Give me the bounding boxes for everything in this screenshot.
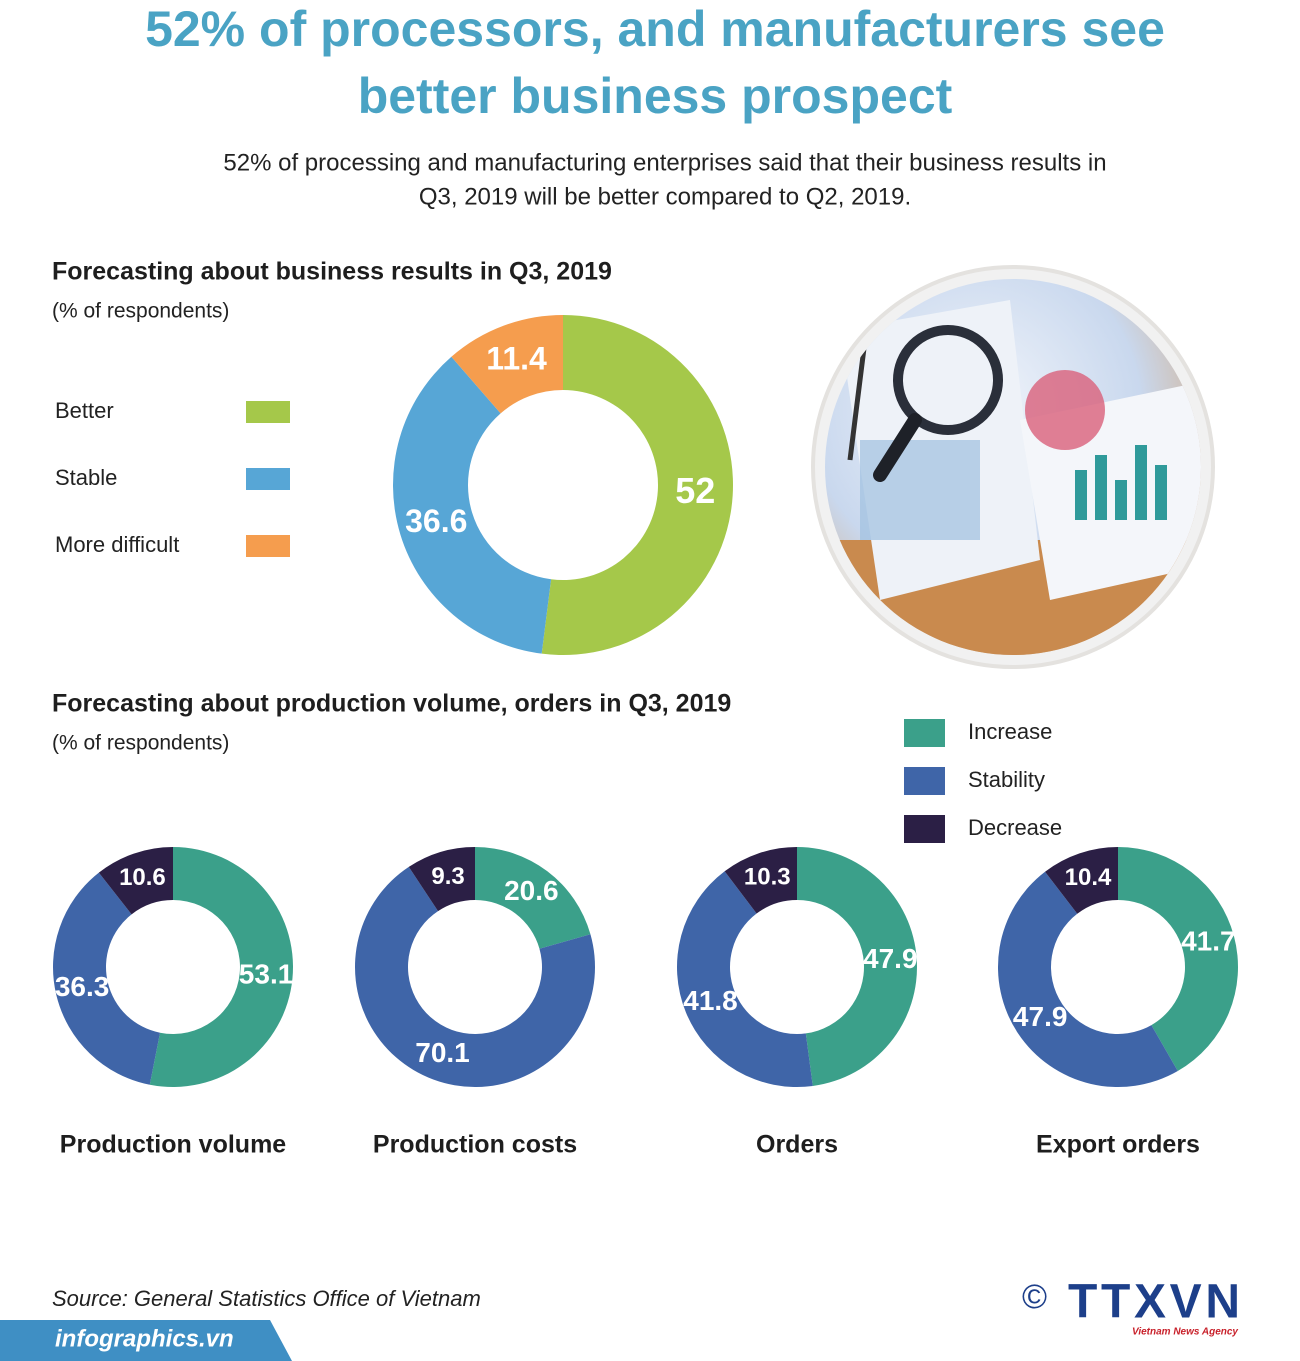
chart-title: Orders bbox=[756, 1131, 838, 1159]
chart-title: Production costs bbox=[373, 1131, 577, 1159]
data-label: 36.3 bbox=[55, 971, 110, 1002]
chart-title: Production volume bbox=[60, 1131, 287, 1159]
logo: TTXVN bbox=[1068, 1276, 1240, 1329]
legend-label: Stability bbox=[968, 767, 1045, 792]
donut-segment bbox=[997, 871, 1178, 1088]
data-label: 10.4 bbox=[1065, 864, 1112, 891]
donut-segment bbox=[408, 847, 475, 912]
donut-segment bbox=[475, 847, 591, 949]
title: better business prospect bbox=[358, 68, 953, 124]
donut-segment bbox=[1118, 847, 1239, 1072]
donut-segment bbox=[149, 847, 294, 1087]
data-label: 47.9 bbox=[1013, 1001, 1068, 1032]
donut-segment bbox=[1045, 847, 1118, 914]
data-label: 10.6 bbox=[119, 864, 166, 891]
data-label: 52 bbox=[675, 470, 715, 511]
legend-label: More difficult bbox=[55, 532, 179, 557]
data-label: 70.1 bbox=[415, 1037, 470, 1068]
chart-title: Export orders bbox=[1036, 1131, 1200, 1159]
donut-segment bbox=[797, 847, 918, 1086]
legend-label: Decrease bbox=[968, 815, 1062, 840]
section-title: Forecasting about business results in Q3… bbox=[52, 258, 612, 286]
photo bbox=[811, 265, 1215, 669]
legend-swatch bbox=[904, 719, 945, 747]
legend-label: Better bbox=[55, 398, 114, 423]
data-label: 41.8 bbox=[683, 985, 738, 1016]
copyright: © bbox=[1022, 1278, 1047, 1316]
donut-segment bbox=[53, 872, 161, 1085]
section-title: Forecasting about production volume, ord… bbox=[52, 690, 731, 718]
data-label: 10.3 bbox=[744, 864, 791, 891]
source: Source: General Statistics Office of Vie… bbox=[52, 1286, 481, 1311]
donut-segment bbox=[676, 871, 813, 1087]
donut-segment bbox=[354, 866, 595, 1087]
subtitle: 52% of processing and manufacturing ente… bbox=[223, 149, 1106, 176]
legend-swatch bbox=[246, 401, 290, 423]
legend-swatch bbox=[904, 815, 945, 843]
donut-segment bbox=[724, 847, 797, 914]
data-label: 9.3 bbox=[431, 863, 464, 890]
donut-segment bbox=[541, 315, 733, 655]
site-bar bbox=[0, 1320, 292, 1361]
section-subtitle: (% of respondents) bbox=[52, 300, 229, 323]
section-subtitle: (% of respondents) bbox=[52, 732, 229, 755]
data-label: 36.6 bbox=[405, 503, 467, 539]
legend-swatch bbox=[246, 535, 290, 557]
data-label: 20.6 bbox=[504, 875, 559, 906]
subtitle: Q3, 2019 will be better compared to Q2, … bbox=[419, 183, 911, 210]
legend-swatch bbox=[246, 468, 290, 490]
data-label: 47.9 bbox=[863, 943, 918, 974]
legend-swatch bbox=[904, 767, 945, 795]
data-label: 53.1 bbox=[239, 958, 294, 989]
title: 52% of processors, and manufacturers see bbox=[145, 1, 1165, 57]
donut-segment bbox=[393, 356, 552, 654]
legend-label: Increase bbox=[968, 719, 1052, 744]
donut-segment bbox=[451, 315, 563, 414]
donut-segment bbox=[98, 847, 173, 915]
data-label: 11.4 bbox=[486, 340, 547, 376]
site: infographics.vn bbox=[55, 1325, 234, 1352]
agency: Vietnam News Agency bbox=[1132, 1327, 1238, 1338]
legend-label: Stable bbox=[55, 465, 117, 490]
data-label: 41.7 bbox=[1181, 925, 1236, 956]
